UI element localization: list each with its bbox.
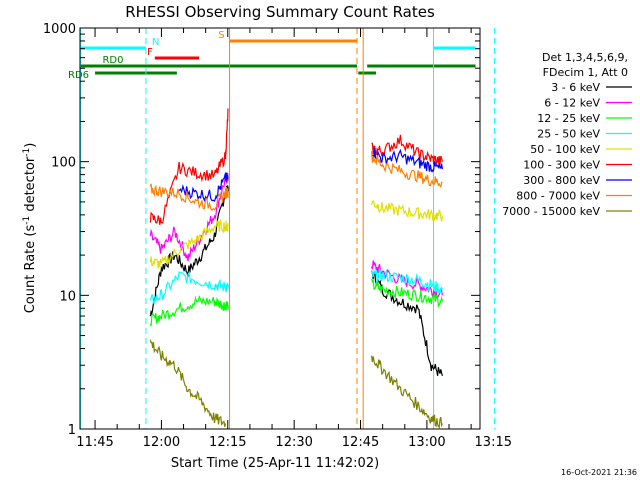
x-tick-label: 12:00 bbox=[143, 435, 180, 450]
x-axis-label: Start Time (25-Apr-11 11:42:02) bbox=[171, 456, 379, 471]
x-tick-label: 12:15 bbox=[209, 435, 246, 450]
x-tick-label: 13:00 bbox=[408, 435, 445, 450]
x-tick-label: 12:30 bbox=[275, 435, 312, 450]
y-tick-label: 1000 bbox=[43, 22, 76, 37]
series-line bbox=[371, 151, 443, 189]
series-line bbox=[149, 218, 229, 269]
series-line bbox=[371, 355, 443, 429]
observing-flags: NF S RD0 RD6 bbox=[68, 30, 476, 81]
flag-label: RD0 bbox=[102, 55, 123, 66]
legend-entry-label: 300 - 800 keV bbox=[523, 174, 600, 187]
series-line bbox=[149, 339, 227, 427]
y-axis-ticks: 1 10 100 1000 bbox=[43, 22, 480, 438]
series-lines bbox=[149, 108, 443, 429]
legend-entry-label: 7000 - 15000 keV bbox=[502, 205, 600, 218]
flag-label: S bbox=[218, 30, 224, 41]
flag-label: F bbox=[147, 47, 153, 58]
y-tick-label: 10 bbox=[59, 289, 76, 304]
timestamp: 16-Oct-2021 21:36 bbox=[561, 468, 637, 477]
x-tick-label: 12:45 bbox=[342, 435, 379, 450]
legend-entry-label: 6 - 12 keV bbox=[544, 97, 600, 110]
legend-entry-label: 50 - 100 keV bbox=[530, 143, 600, 156]
y-axis-label: Count Rate (s-1 detector-1) bbox=[22, 143, 38, 314]
series-line bbox=[149, 294, 229, 327]
series-line bbox=[178, 172, 229, 203]
series-line bbox=[371, 199, 443, 222]
attenuator-lines bbox=[79, 28, 496, 429]
legend-entry-label: 800 - 7000 keV bbox=[516, 190, 600, 203]
flag-label: RD6 bbox=[68, 70, 89, 81]
x-tick-label: 11:45 bbox=[76, 435, 113, 450]
series-line bbox=[371, 147, 443, 173]
series-line bbox=[371, 278, 443, 308]
series-line bbox=[149, 185, 229, 317]
series-line bbox=[149, 108, 229, 225]
legend: Det 1,3,4,5,6,9, FDecim 1, Att 0 3 - 6 k… bbox=[502, 51, 632, 218]
legend-entry-label: 12 - 25 keV bbox=[537, 112, 600, 125]
legend-entry-label: 3 - 6 keV bbox=[551, 81, 600, 94]
legend-header-line-2: FDecim 1, Att 0 bbox=[543, 66, 628, 79]
legend-entry-label: 25 - 50 keV bbox=[537, 128, 600, 141]
series-line bbox=[371, 134, 443, 165]
series-line bbox=[149, 183, 229, 212]
series-line bbox=[371, 268, 443, 294]
legend-entry-label: 100 - 300 keV bbox=[523, 159, 600, 172]
series-line bbox=[149, 172, 229, 262]
plot-frame bbox=[79, 27, 481, 430]
flag-label: N bbox=[152, 37, 159, 48]
legend-header-line-1: Det 1,3,4,5,6,9, bbox=[542, 51, 628, 64]
y-tick-label: 1 bbox=[68, 423, 76, 438]
x-tick-label: 13:15 bbox=[475, 435, 512, 450]
y-tick-label: 100 bbox=[51, 156, 76, 171]
x-axis-ticks: 11:45 12:00 12:15 12:30 12:45 13:00 13:15 bbox=[76, 28, 512, 450]
series-line bbox=[149, 270, 229, 304]
chart-title: RHESSI Observing Summary Count Rates bbox=[125, 3, 435, 21]
